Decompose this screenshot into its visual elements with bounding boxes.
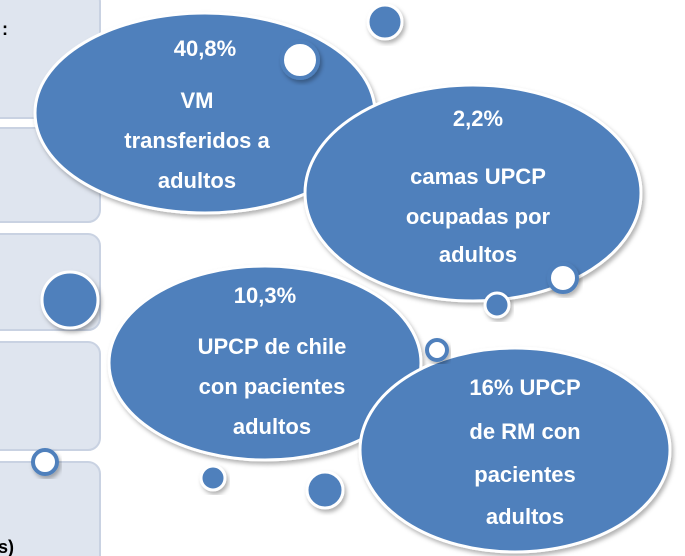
bubble-text: 2,2%	[453, 106, 503, 131]
small-circle	[305, 470, 345, 510]
panel	[0, 341, 101, 451]
side-label: :	[2, 19, 8, 39]
bubble-text: adultos	[439, 242, 517, 267]
bubble	[107, 264, 423, 462]
bubble-text: con pacientes	[199, 374, 346, 399]
bubble-text: pacientes	[474, 462, 576, 487]
small-circle	[280, 40, 320, 80]
bubble-text: adultos	[158, 168, 236, 193]
bubble-text: 40,8%	[174, 36, 236, 61]
small-circle	[483, 291, 511, 319]
bubble-text: UPCP de chile	[198, 334, 347, 359]
bubble-text: camas UPCP	[410, 164, 546, 189]
side-label: s)	[0, 537, 14, 556]
small-circle	[425, 338, 449, 362]
bubble-text: ocupadas por	[406, 204, 551, 229]
small-circle	[31, 448, 59, 476]
bubble-text: de RM con	[469, 419, 580, 444]
bubble-text: VM	[181, 88, 214, 113]
bubble-text: transferidos a	[124, 128, 270, 153]
small-circle	[366, 3, 404, 41]
bubble-text: 10,3%	[234, 283, 296, 308]
bubble-text: 16% UPCP	[469, 375, 580, 400]
bubble-text: adultos	[233, 414, 311, 439]
bubble	[303, 83, 643, 303]
panel	[0, 461, 101, 556]
small-circle	[199, 464, 227, 492]
small-circle	[40, 270, 100, 330]
bubble	[358, 346, 672, 554]
bubble-text: adultos	[486, 504, 564, 529]
small-circle	[547, 262, 579, 294]
